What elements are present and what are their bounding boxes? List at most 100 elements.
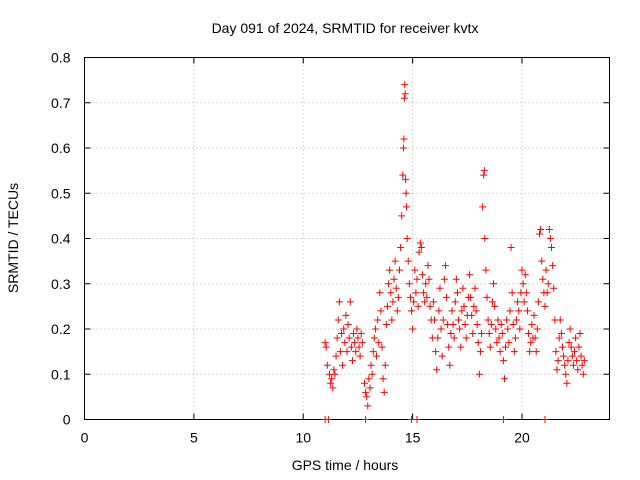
data-point (336, 348, 344, 356)
data-point (445, 343, 453, 351)
data-point (462, 334, 470, 342)
data-point (562, 370, 570, 378)
data-point (404, 257, 412, 265)
data-point (533, 325, 541, 333)
data-point (485, 330, 493, 338)
data-point (393, 307, 401, 315)
data-point (413, 416, 421, 423)
data-point (461, 320, 469, 328)
data-point (405, 280, 413, 288)
data-point (515, 307, 523, 315)
data-point (539, 275, 547, 283)
data-point (526, 348, 534, 356)
data-point (345, 334, 353, 342)
data-point (479, 203, 487, 211)
data-point (520, 298, 528, 306)
data-point (400, 135, 408, 143)
data-point (322, 343, 330, 351)
data-point (424, 262, 432, 270)
data-point (385, 280, 393, 288)
data-point (350, 330, 358, 338)
y-axis-label: SRMTID / TECUs (5, 183, 21, 293)
data-point (367, 361, 375, 369)
data-point (467, 293, 475, 301)
data-point (403, 203, 410, 211)
data-point (374, 316, 382, 324)
data-point (522, 289, 530, 297)
y-tick-label: 0.3 (51, 276, 71, 292)
data-point (344, 320, 352, 328)
data-point (364, 402, 372, 410)
data-point (569, 361, 577, 369)
data-point (518, 266, 526, 274)
data-point (550, 284, 558, 292)
data-point (487, 320, 495, 328)
data-point (447, 330, 455, 338)
data-point (481, 235, 489, 242)
data-point (358, 339, 366, 347)
x-tick-label: 10 (295, 430, 311, 446)
data-point (416, 239, 424, 247)
data-point (341, 339, 349, 347)
data-point (397, 244, 405, 252)
data-point (476, 348, 484, 356)
data-point (365, 375, 373, 383)
plot-frame (84, 57, 610, 420)
data-point (541, 416, 549, 423)
data-point (531, 334, 539, 342)
data-point (449, 320, 457, 328)
data-point (386, 266, 394, 274)
data-point (338, 330, 346, 338)
data-series (321, 81, 588, 423)
y-tick-label: 0.8 (51, 50, 71, 66)
data-point (426, 302, 434, 310)
data-point (466, 271, 473, 279)
y-tick-label: 0.1 (51, 366, 71, 382)
data-point (474, 339, 482, 347)
data-point (343, 348, 351, 356)
data-point (491, 302, 499, 310)
data-point (507, 244, 515, 252)
data-point (433, 366, 441, 374)
data-point (435, 307, 443, 315)
data-point (370, 334, 378, 342)
data-point (414, 302, 422, 310)
data-point (557, 330, 565, 338)
data-point (573, 357, 581, 365)
data-point (499, 357, 507, 365)
data-point (327, 379, 335, 387)
data-point (534, 298, 542, 306)
data-point (509, 320, 517, 328)
data-point (388, 316, 396, 324)
data-point (437, 325, 445, 333)
data-point (572, 334, 580, 342)
data-point (565, 339, 573, 347)
x-axis-label: GPS time / hours (292, 457, 399, 473)
data-point (339, 361, 347, 369)
data-point (501, 375, 508, 383)
x-tick-label: 0 (81, 430, 89, 446)
data-point (513, 316, 521, 324)
data-point (495, 334, 503, 342)
data-point (383, 302, 391, 310)
data-point (379, 375, 387, 383)
data-point (402, 189, 410, 197)
x-axis: 0 5 10 15 20 (81, 57, 530, 446)
data-point (556, 316, 564, 324)
data-point (514, 298, 522, 306)
data-point (352, 348, 360, 356)
data-point (362, 416, 370, 423)
data-point (457, 343, 465, 351)
data-point (511, 334, 519, 342)
data-point (369, 348, 377, 356)
data-point (439, 316, 447, 324)
y-tick-label: 0.6 (51, 140, 71, 156)
data-point (469, 330, 477, 338)
data-point (567, 343, 575, 351)
data-point (418, 271, 426, 279)
data-point (475, 370, 483, 378)
data-point (377, 307, 385, 315)
data-point (575, 343, 583, 351)
data-point (510, 348, 518, 356)
data-point (380, 388, 388, 396)
